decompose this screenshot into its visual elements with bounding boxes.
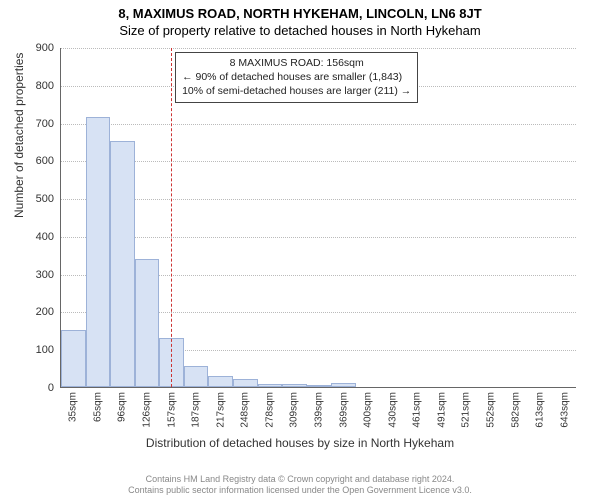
histogram-bar [233,379,258,387]
x-tick-label: 552sqm [486,392,497,428]
page-title-subtitle: Size of property relative to detached ho… [0,21,600,38]
histogram-bar [282,384,307,387]
y-tick-label: 800 [24,80,54,92]
y-tick-label: 400 [24,231,54,243]
x-tick-label: 126sqm [142,392,153,428]
y-tick-label: 300 [24,269,54,281]
callout-larger-line: 10% of semi-detached houses are larger (… [182,84,411,98]
histogram-bar [258,384,283,387]
x-tick-label: 187sqm [191,392,202,428]
grid-line [61,161,576,162]
x-tick-label: 521sqm [461,392,472,428]
x-tick-label: 339sqm [314,392,325,428]
callout-title: 8 MAXIMUS ROAD: 156sqm [182,56,411,70]
plot: 35sqm65sqm96sqm126sqm157sqm187sqm217sqm2… [60,48,576,388]
histogram-bar [208,376,233,387]
x-tick-label: 430sqm [387,392,398,428]
callout-smaller-line: ← 90% of detached houses are smaller (1,… [182,70,411,84]
x-tick-label: 217sqm [215,392,226,428]
x-tick-label: 157sqm [166,392,177,428]
x-tick-label: 643sqm [559,392,570,428]
histogram-bar [184,366,209,387]
y-tick-label: 600 [24,155,54,167]
page-title-address: 8, MAXIMUS ROAD, NORTH HYKEHAM, LINCOLN,… [0,0,600,21]
grid-line [61,48,576,49]
y-tick-label: 900 [24,42,54,54]
footer-attribution: Contains HM Land Registry data © Crown c… [0,474,600,497]
y-tick-label: 100 [24,344,54,356]
callout-box: 8 MAXIMUS ROAD: 156sqm← 90% of detached … [175,52,418,103]
x-tick-label: 369sqm [338,392,349,428]
x-tick-label: 65sqm [92,392,103,422]
histogram-bar [307,385,332,387]
y-tick-label: 200 [24,306,54,318]
x-tick-label: 461sqm [412,392,423,428]
x-tick-label: 491sqm [436,392,447,428]
x-tick-label: 248sqm [240,392,251,428]
x-tick-label: 613sqm [535,392,546,428]
plot-area: 35sqm65sqm96sqm126sqm157sqm187sqm217sqm2… [60,48,576,388]
grid-line [61,237,576,238]
footer-line-2: Contains public sector information licen… [0,485,600,496]
histogram-bar [61,330,86,387]
chart-container: 8, MAXIMUS ROAD, NORTH HYKEHAM, LINCOLN,… [0,0,600,500]
histogram-bar [135,259,160,387]
y-tick-label: 700 [24,118,54,130]
x-tick-label: 400sqm [363,392,374,428]
histogram-bar [110,141,135,387]
x-tick-label: 582sqm [510,392,521,428]
x-tick-label: 278sqm [264,392,275,428]
grid-line [61,199,576,200]
histogram-bar [86,117,111,387]
x-tick-label: 309sqm [289,392,300,428]
x-tick-label: 35sqm [68,392,79,422]
footer-line-1: Contains HM Land Registry data © Crown c… [0,474,600,485]
y-tick-label: 500 [24,193,54,205]
y-tick-label: 0 [24,382,54,394]
grid-line [61,124,576,125]
x-axis-label: Distribution of detached houses by size … [0,436,600,450]
histogram-bar [331,383,356,387]
reference-line [171,48,172,387]
x-tick-label: 96sqm [117,392,128,422]
